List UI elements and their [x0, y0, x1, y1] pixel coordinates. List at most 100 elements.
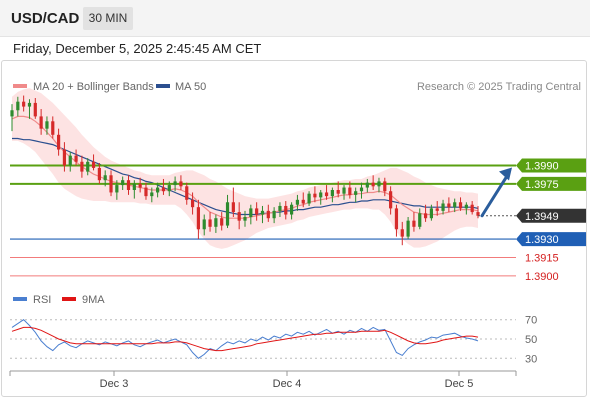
candle-body: [330, 190, 334, 197]
candle-body: [231, 202, 235, 213]
candle-body: [39, 116, 43, 129]
candle-body: [470, 204, 474, 213]
candle: [74, 149, 78, 166]
price-tags: 1.3990 1.3975 1.3930 1.3915 1.3900 1.3949: [478, 158, 586, 283]
candle-body: [80, 161, 84, 172]
candle-body: [371, 182, 375, 187]
candle: [418, 208, 422, 230]
candle: [126, 175, 131, 195]
candle-body: [389, 191, 393, 209]
candle-body: [458, 202, 463, 209]
x-tick-label: Dec 5: [445, 378, 474, 390]
projection-arrow-head: [499, 167, 512, 181]
candle-body: [167, 185, 171, 192]
candle: [231, 187, 235, 217]
candle: [400, 221, 404, 246]
candle-body: [278, 205, 282, 211]
candle: [377, 177, 381, 193]
candle-body: [109, 175, 113, 193]
rsi-tick-70: 70: [525, 315, 537, 327]
candle-body: [260, 210, 265, 215]
candle-body: [161, 187, 166, 192]
candle: [220, 212, 224, 231]
candle: [301, 192, 305, 208]
candle: [237, 202, 241, 230]
candle-body: [208, 219, 212, 227]
rsi-tick-50: 50: [525, 334, 537, 346]
candle-body: [342, 187, 346, 194]
candle-body: [435, 208, 439, 211]
candle: [319, 190, 323, 205]
candle-body: [56, 134, 61, 150]
level-tag-1.3975: [516, 176, 586, 191]
candle: [208, 212, 212, 232]
ma50-legend-label: MA 50: [175, 81, 206, 93]
candle-body: [418, 213, 422, 227]
level-tag-1.3930: [516, 232, 586, 247]
candle: [243, 210, 247, 227]
level-tag-1.3990: [516, 158, 586, 173]
candle-body: [190, 199, 195, 208]
candle: [295, 194, 300, 211]
current-price-tag: [516, 208, 586, 223]
level-tag-text-1.3930: 1.3930: [525, 234, 559, 246]
candle-body: [412, 220, 416, 227]
chart-frame: [1, 60, 587, 397]
candle: [225, 194, 230, 229]
candle-body: [272, 210, 276, 219]
candle-body: [383, 181, 387, 192]
candle-body: [453, 202, 457, 208]
candle-body: [196, 207, 201, 230]
candle: [284, 201, 288, 220]
candle: [33, 98, 37, 119]
candle-body: [307, 193, 311, 204]
candle: [202, 214, 206, 236]
candle: [103, 170, 107, 187]
candle-body: [62, 149, 67, 166]
candle-body: [173, 181, 177, 186]
timeframe-badge[interactable]: 30 MIN: [83, 7, 133, 30]
candle: [348, 181, 352, 199]
candle: [435, 201, 439, 216]
candle: [121, 176, 125, 190]
candle: [97, 163, 101, 184]
candle-body: [365, 182, 369, 188]
candle-body: [121, 180, 125, 186]
candle: [336, 181, 340, 198]
candle-body: [324, 192, 329, 197]
candle: [115, 180, 119, 200]
header-bar: USD/CAD 30 MIN: [0, 0, 590, 37]
candle: [138, 177, 142, 193]
candle: [266, 204, 270, 222]
candle-body: [429, 208, 434, 219]
candle: [196, 199, 201, 240]
candle: [354, 187, 358, 203]
candle: [91, 154, 96, 171]
candle-body: [27, 102, 32, 107]
candle: [307, 191, 311, 206]
candle-body: [185, 186, 189, 200]
candle: [179, 175, 183, 190]
candle: [62, 142, 67, 172]
candle-body: [45, 121, 49, 129]
credit-text: Research © 2025 Trading Central: [417, 81, 581, 93]
candle: [86, 158, 90, 176]
candle-body: [225, 202, 230, 226]
candle: [161, 178, 166, 195]
candle: [359, 182, 364, 199]
candle: [447, 197, 451, 213]
candle-body: [377, 181, 381, 187]
x-tick-label: Dec 4: [273, 378, 302, 390]
candle-body: [423, 213, 428, 219]
candle: [27, 99, 32, 119]
candle-body: [144, 187, 148, 197]
candle-body: [313, 193, 317, 198]
rsi-panel: 30 50 70: [10, 315, 537, 365]
candle-body: [74, 155, 78, 162]
candle-body: [336, 190, 340, 194]
candle: [406, 216, 410, 240]
candle-body: [266, 210, 270, 219]
candle-body: [441, 203, 445, 211]
candle-body: [354, 191, 358, 195]
